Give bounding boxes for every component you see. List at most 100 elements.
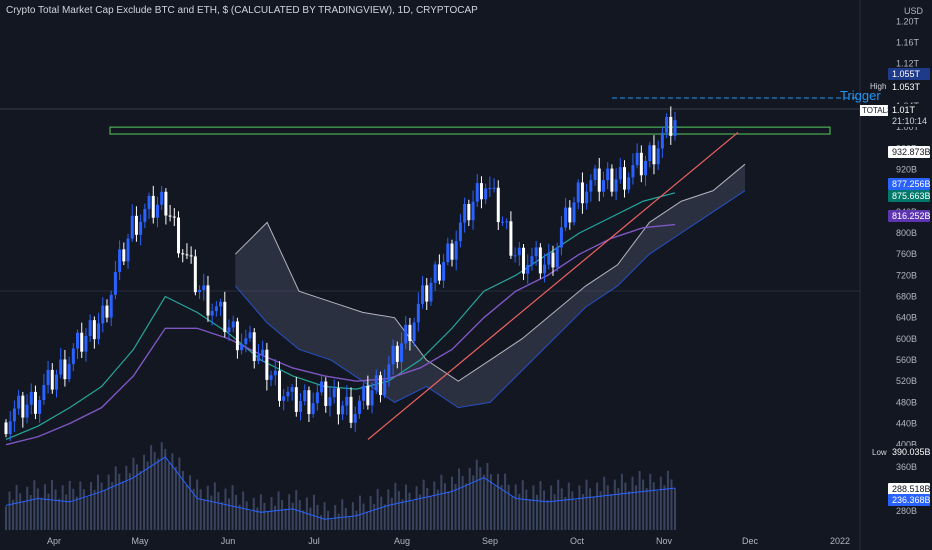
volume-bar bbox=[532, 485, 535, 530]
volume-bar bbox=[139, 471, 142, 530]
volume-bar bbox=[157, 458, 160, 530]
volume-bar bbox=[238, 504, 241, 530]
candle-body bbox=[143, 208, 147, 222]
volume-bar bbox=[426, 487, 429, 530]
candle-body bbox=[551, 252, 555, 268]
countdown-tag-bg bbox=[888, 115, 930, 127]
volume-bar bbox=[635, 485, 638, 530]
volume-bar bbox=[412, 501, 415, 530]
volume-bars bbox=[5, 442, 676, 530]
volume-bar bbox=[312, 494, 315, 530]
volume-bar bbox=[220, 501, 223, 530]
volume-bar bbox=[309, 507, 312, 530]
volume-bar bbox=[54, 489, 57, 530]
candle-body bbox=[315, 392, 319, 404]
volume-bar bbox=[546, 499, 549, 530]
volume-bar bbox=[553, 494, 556, 530]
candle-body bbox=[530, 256, 534, 265]
volume-bar bbox=[589, 488, 592, 530]
volume-bar bbox=[26, 486, 29, 530]
candle-body bbox=[374, 375, 378, 391]
candle-body bbox=[547, 252, 551, 265]
tag-932-bg bbox=[888, 146, 930, 158]
candle-body bbox=[172, 216, 176, 218]
candle-body bbox=[383, 379, 387, 395]
candle-body bbox=[471, 201, 475, 221]
volume-bar bbox=[415, 486, 418, 530]
volume-bar bbox=[100, 482, 103, 530]
volume-bar bbox=[518, 493, 521, 530]
candle-body bbox=[17, 395, 21, 409]
volume-bar bbox=[422, 479, 425, 530]
candle-body bbox=[576, 182, 580, 203]
high-tag-text: 1.055T bbox=[892, 69, 921, 79]
candle-body bbox=[488, 188, 492, 190]
volume-bar bbox=[298, 500, 301, 530]
volume-bar bbox=[196, 479, 199, 530]
currency-label: USD bbox=[904, 6, 924, 16]
volume-bar bbox=[599, 491, 602, 530]
volume-bar bbox=[189, 475, 192, 530]
volume-bar bbox=[659, 476, 662, 530]
candle-body bbox=[513, 255, 517, 257]
candles bbox=[4, 106, 677, 442]
candle-body bbox=[660, 132, 664, 149]
candle-body bbox=[635, 152, 639, 166]
chart-header: Crypto Total Market Cap Exclude BTC and … bbox=[6, 5, 478, 16]
y-tick-label: 1.16T bbox=[896, 37, 920, 47]
low-label: Low bbox=[872, 448, 887, 457]
candle-body bbox=[610, 168, 614, 192]
volume-bar bbox=[574, 499, 577, 530]
volume-bar bbox=[206, 485, 209, 530]
volume-bar bbox=[128, 473, 131, 530]
candle-body bbox=[177, 217, 181, 254]
volume-bar bbox=[652, 482, 655, 530]
candle-body bbox=[644, 160, 648, 176]
tag-932-text: 932.873B bbox=[892, 147, 931, 157]
candle-body bbox=[433, 264, 437, 283]
volume-bar bbox=[281, 500, 284, 530]
volume-bar bbox=[302, 510, 305, 530]
volume-bar bbox=[228, 498, 230, 530]
y-tick-label: 920B bbox=[896, 164, 917, 174]
volume-bar bbox=[36, 488, 39, 530]
candle-body bbox=[235, 321, 239, 351]
volume-bar bbox=[638, 470, 641, 530]
ichimoku-cloud bbox=[234, 163, 746, 409]
volume-bar bbox=[118, 473, 121, 530]
candle-body bbox=[219, 301, 223, 307]
volume-bar bbox=[153, 451, 156, 530]
x-tick-label: Sep bbox=[482, 536, 498, 546]
candle-body bbox=[404, 324, 408, 344]
candle-body bbox=[206, 285, 210, 316]
volume-bar bbox=[210, 495, 213, 530]
candle-body bbox=[151, 195, 155, 218]
candle-body bbox=[303, 390, 307, 402]
volume-bar bbox=[663, 485, 666, 530]
volume-bar bbox=[373, 504, 376, 530]
volume-bar bbox=[181, 471, 184, 530]
volume-bar bbox=[323, 502, 326, 530]
candle-body bbox=[299, 401, 303, 412]
x-tick-label: Jul bbox=[308, 536, 320, 546]
volume-bar bbox=[316, 504, 319, 530]
candle-body bbox=[500, 221, 504, 223]
x-tick-label: 2022 bbox=[830, 536, 850, 546]
volume-bar bbox=[334, 505, 337, 530]
y-tick-label: 1.00T bbox=[896, 122, 920, 132]
candle-body bbox=[559, 227, 563, 248]
volume-bar bbox=[550, 485, 553, 530]
volume-bar bbox=[40, 497, 43, 530]
volume-bar bbox=[86, 497, 89, 530]
candle-body bbox=[652, 145, 656, 165]
candle-body bbox=[126, 238, 130, 262]
volume-bar bbox=[213, 482, 216, 530]
volume-ma-line bbox=[5, 456, 676, 520]
candle-body bbox=[496, 187, 500, 223]
volume-bar bbox=[288, 494, 291, 530]
candle-body bbox=[160, 191, 164, 205]
candle-body bbox=[50, 369, 54, 390]
candle-body bbox=[328, 397, 332, 406]
candle-body bbox=[38, 400, 42, 414]
